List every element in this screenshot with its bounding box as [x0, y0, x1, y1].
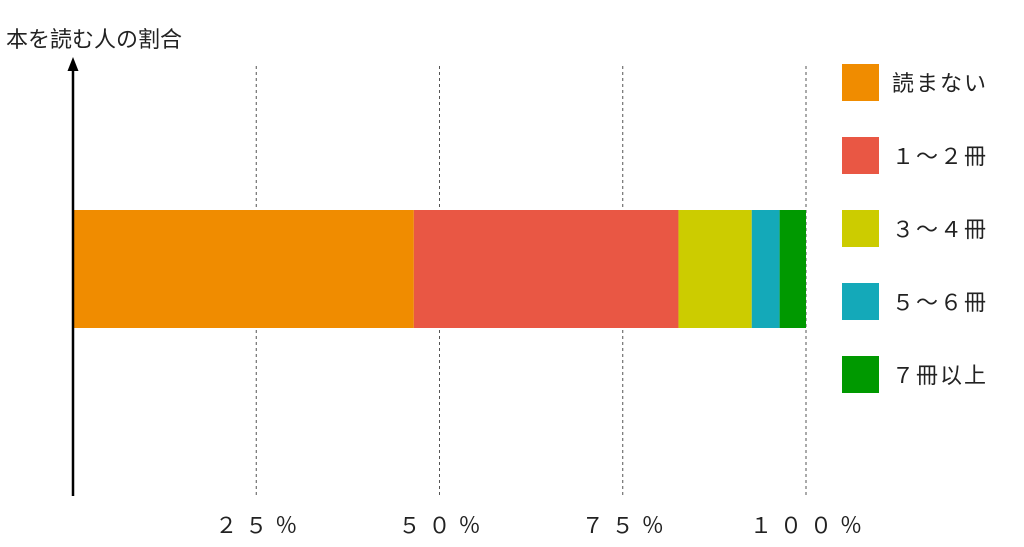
- x-tick-label: ７５％: [581, 514, 672, 539]
- bar-segments: [73, 210, 806, 328]
- legend-swatch: [842, 356, 879, 393]
- legend-label: ３～４冊: [892, 218, 989, 243]
- legend-swatch: [842, 283, 879, 320]
- bar-segment-2: [413, 210, 679, 328]
- legend-label: 読まない: [892, 72, 989, 97]
- bar-segment-1: [73, 210, 414, 328]
- x-tick-label: ２５％: [215, 514, 306, 539]
- legend-label: １～２冊: [892, 145, 989, 170]
- y-axis: [67, 57, 79, 496]
- x-tick-label: １００％: [749, 514, 871, 539]
- y-axis-arrow-icon: [67, 57, 79, 71]
- bar-segment-5: [779, 210, 806, 328]
- legend-label: ７冊以上: [892, 364, 989, 389]
- x-tick-label: ５０％: [398, 514, 489, 539]
- legend-swatch: [842, 64, 879, 101]
- legend-swatch: [842, 210, 879, 247]
- bar-segment-3: [678, 210, 752, 328]
- bar-segment-4: [751, 210, 780, 328]
- legend-label: ５～６冊: [892, 291, 989, 316]
- y-axis-label: 本を読む人の割合: [6, 28, 183, 53]
- legend-swatch: [842, 137, 879, 174]
